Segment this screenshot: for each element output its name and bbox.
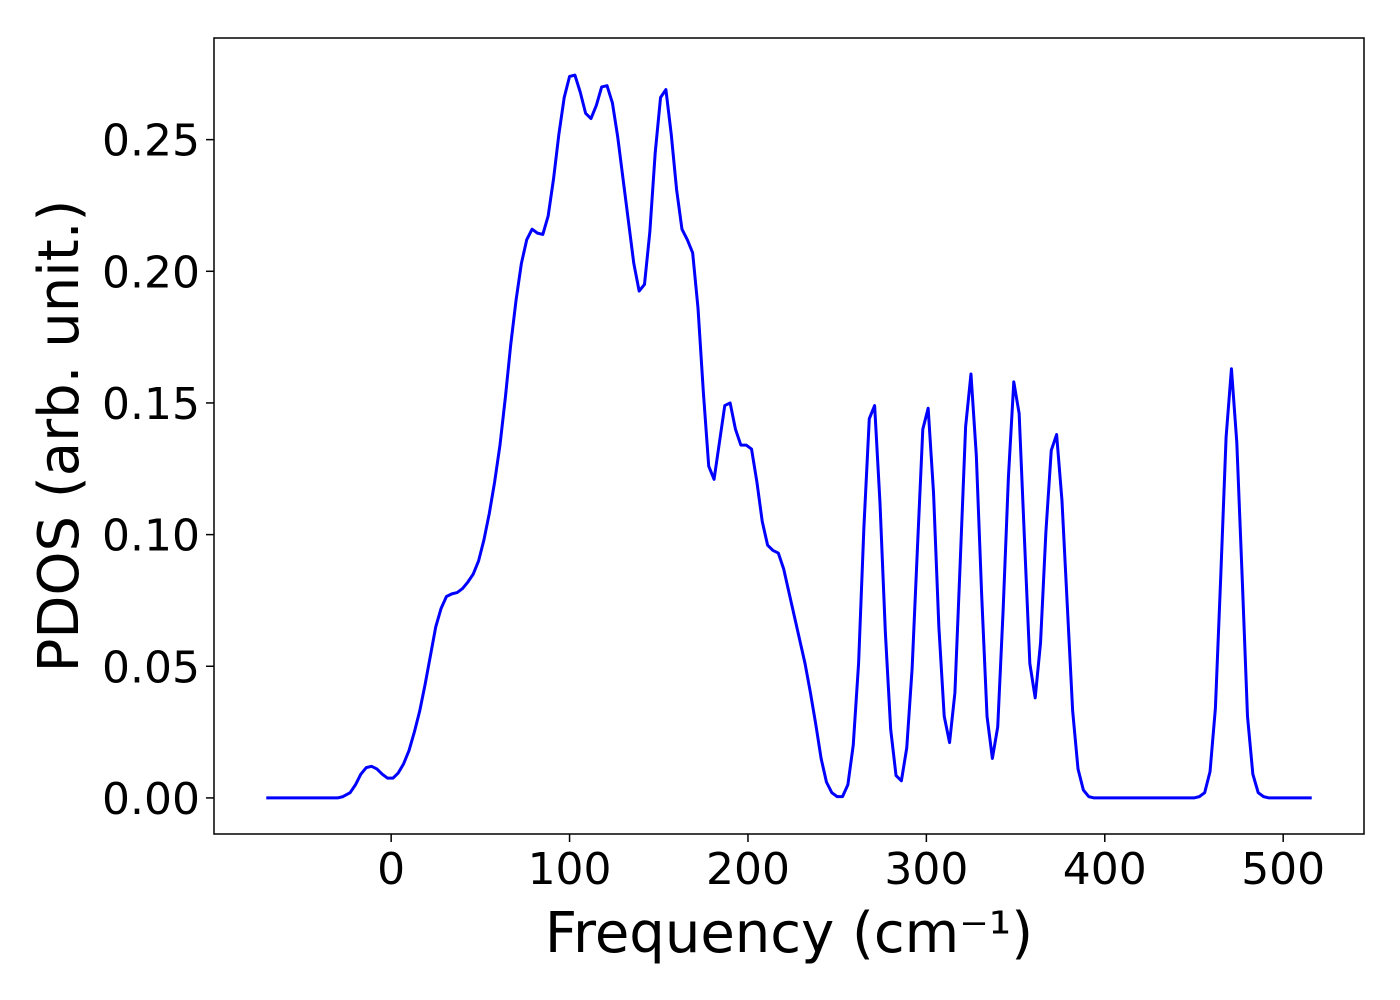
x-tick-label: 200 — [706, 844, 790, 895]
y-axis-label: PDOS (arb. unit.) — [27, 200, 92, 673]
x-tick-label: 300 — [884, 844, 968, 895]
line — [266, 73, 1312, 800]
y-tick-label: 0.10 — [102, 511, 200, 562]
y-tick-label: 0.20 — [102, 247, 200, 298]
y-tick-label: 0.25 — [102, 116, 200, 167]
x-tick-label: 500 — [1241, 844, 1325, 895]
x-tick-label: 100 — [528, 844, 612, 895]
y-tick-label: 0.15 — [102, 379, 200, 430]
x-tick-label: 0 — [377, 844, 405, 895]
x-axis-label: Frequency (cm⁻¹) — [545, 901, 1033, 966]
x-tick-label: 400 — [1063, 844, 1147, 895]
y-tick-label: 0.00 — [102, 774, 200, 825]
y-tick-label: 0.05 — [102, 642, 200, 693]
plot-frame — [213, 37, 1365, 835]
